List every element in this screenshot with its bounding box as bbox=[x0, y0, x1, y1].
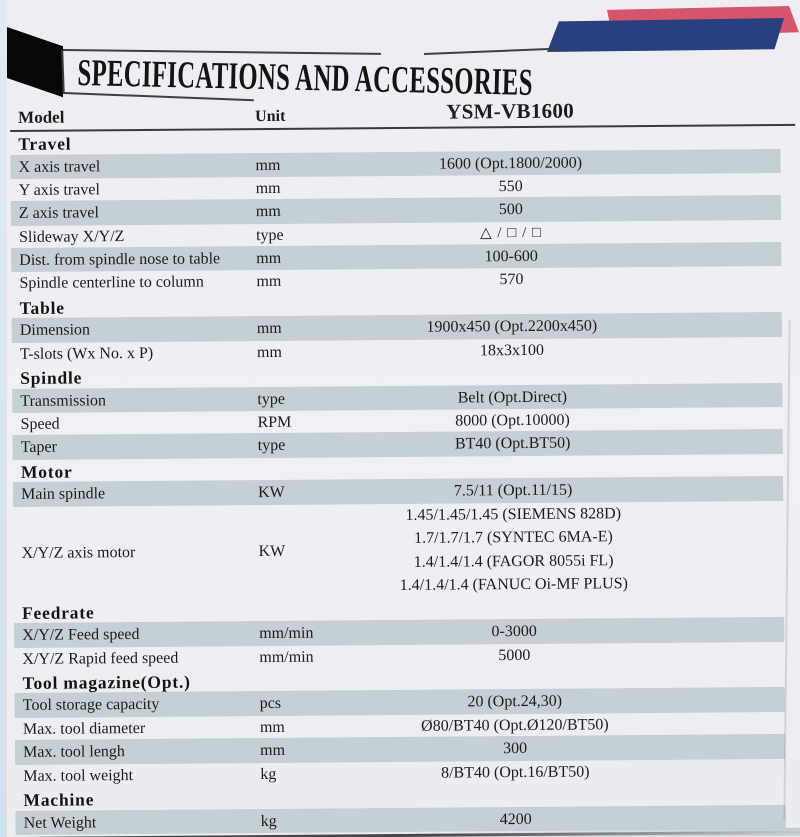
axis-motor-option-syntec: 1.7/1.7/1.7 (SYNTEC 6MA-E) bbox=[414, 528, 613, 548]
spec-label: Taper bbox=[20, 439, 57, 457]
spec-label: Dist. from spindle nose to table bbox=[19, 250, 221, 269]
spec-unit: pcs bbox=[259, 695, 282, 713]
spec-label: X/Y/Z Feed speed bbox=[22, 626, 140, 645]
spec-label: Net Weight bbox=[23, 813, 97, 832]
spec-label: X/Y/Z Rapid feed speed bbox=[22, 649, 179, 668]
spec-value: 300 bbox=[503, 740, 528, 758]
spec-value: 500 bbox=[498, 201, 523, 219]
spec-label: Slideway X/Y/Z bbox=[19, 227, 125, 246]
spec-value: 0-3000 bbox=[491, 623, 537, 641]
spec-label: Max. tool weight bbox=[23, 766, 134, 785]
spec-unit: type bbox=[257, 437, 286, 455]
spec-label: T-slots (Wx No. x P) bbox=[19, 344, 154, 363]
page-left-edge bbox=[0, 0, 7, 837]
spec-value: 8/BT40 (Opt.16/BT50) bbox=[441, 763, 590, 782]
section-rows-travel: X axis travel mm 1600 (Opt.1800/2000) Y … bbox=[10, 149, 782, 295]
spec-value: 1900x450 (Opt.2200x450) bbox=[426, 317, 598, 337]
section-rows-table: Dimension mm 1900x450 (Opt.2200x450) T-s… bbox=[11, 313, 782, 366]
spec-unit: mm bbox=[256, 273, 282, 291]
spec-unit: type bbox=[257, 390, 285, 408]
section-rows-tool-magazine: Tool storage capacity pcs 20 (Opt.24,30)… bbox=[14, 688, 786, 788]
spec-unit: mm/min bbox=[259, 624, 314, 643]
spec-unit: KW bbox=[258, 484, 285, 502]
axis-motor-option-fagor: 1.4/1.4/1.4 (FAGOR 8055i FL) bbox=[413, 551, 614, 571]
axis-motor-option-siemens: 1.45/1.45/1.45 (SIEMENS 828D) bbox=[405, 504, 622, 524]
table-row-axis-motor: X/Y/Z axis motor KW 1.45/1.45/1.45 (SIEM… bbox=[13, 501, 784, 601]
spec-value: 1600 (Opt.1800/2000) bbox=[438, 154, 583, 173]
spec-unit: mm bbox=[255, 203, 281, 221]
column-header-model: Model bbox=[18, 107, 65, 127]
spec-value: 5000 bbox=[498, 646, 531, 664]
slideway-type-symbols: △ / □ / □ bbox=[479, 224, 543, 241]
spec-label: X/Y/Z axis motor bbox=[21, 544, 136, 562]
spec-label: Main spindle bbox=[21, 485, 106, 504]
page-bottom-shadow bbox=[429, 827, 800, 837]
spec-table: Model Unit YSM-VB1600 Travel X axis trav… bbox=[10, 95, 798, 837]
column-header-model-value: YSM-VB1600 bbox=[446, 98, 575, 124]
spec-unit: mm bbox=[256, 343, 282, 361]
title-box-left-line bbox=[61, 49, 65, 95]
axis-motor-option-fanuc: 1.4/1.4/1.4 (FANUC Oi-MF PLUS) bbox=[399, 575, 628, 595]
spec-label: Max. tool diameter bbox=[22, 719, 146, 738]
page-right-fold-shadow bbox=[783, 320, 791, 820]
spec-label: Spindle centerline to column bbox=[19, 273, 204, 293]
column-header-unit: Unit bbox=[255, 107, 286, 126]
spec-unit: mm bbox=[256, 320, 282, 338]
spec-label: Z axis travel bbox=[18, 204, 99, 223]
spec-unit: mm bbox=[255, 156, 281, 174]
section-rows-spindle: Transmission type Belt (Opt.Direct) Spee… bbox=[12, 383, 783, 460]
black-banner-decoration bbox=[7, 27, 63, 98]
spec-label: Max. tool lengh bbox=[23, 743, 125, 762]
spec-unit: kg bbox=[260, 812, 277, 830]
spec-label: X axis travel bbox=[18, 157, 101, 176]
spec-unit: RPM bbox=[257, 413, 292, 432]
section-rows-motor: Main spindle KW 7.5/11 (Opt.11/15) X/Y/Z… bbox=[13, 477, 784, 600]
spec-value: 550 bbox=[498, 177, 523, 196]
spec-unit: mm/min bbox=[259, 648, 314, 666]
spec-value: 18x3x100 bbox=[479, 341, 545, 360]
spec-unit: mm bbox=[259, 718, 285, 736]
spec-label: Speed bbox=[20, 415, 60, 433]
spec-unit: type bbox=[255, 226, 284, 244]
spec-value: Belt (Opt.Direct) bbox=[457, 388, 568, 407]
spec-value-multiline: 1.45/1.45/1.45 (SIEMENS 828D) 1.7/1.7/1.… bbox=[353, 501, 674, 598]
spec-unit: kg bbox=[260, 765, 277, 783]
spec-unit: KW bbox=[258, 542, 286, 561]
spec-unit: mm bbox=[260, 742, 286, 760]
title-box-extension-line bbox=[424, 47, 558, 55]
spec-unit: mm bbox=[256, 249, 282, 268]
spec-value: BT40 (Opt.BT50) bbox=[454, 435, 571, 453]
spec-value: 7.5/11 (Opt.11/15) bbox=[453, 481, 573, 500]
spec-value: 8000 (Opt.10000) bbox=[455, 411, 570, 430]
spec-label: Tool storage capacity bbox=[22, 696, 160, 715]
spec-label: Transmission bbox=[20, 391, 107, 410]
spec-unit: mm bbox=[255, 179, 281, 197]
spec-value: Ø80/BT40 (Opt.Ø120/BT50) bbox=[421, 716, 609, 735]
spec-value: 100-600 bbox=[484, 247, 538, 266]
spec-value: 20 (Opt.24,30) bbox=[467, 693, 563, 711]
section-rows-feedrate: X/Y/Z Feed speed mm/min 0-3000 X/Y/Z Rap… bbox=[14, 618, 785, 671]
blue-stripe-decoration bbox=[547, 18, 784, 52]
spec-label: Dimension bbox=[19, 321, 91, 340]
spec-value: 570 bbox=[499, 271, 524, 289]
spec-label: Y axis travel bbox=[18, 181, 100, 199]
